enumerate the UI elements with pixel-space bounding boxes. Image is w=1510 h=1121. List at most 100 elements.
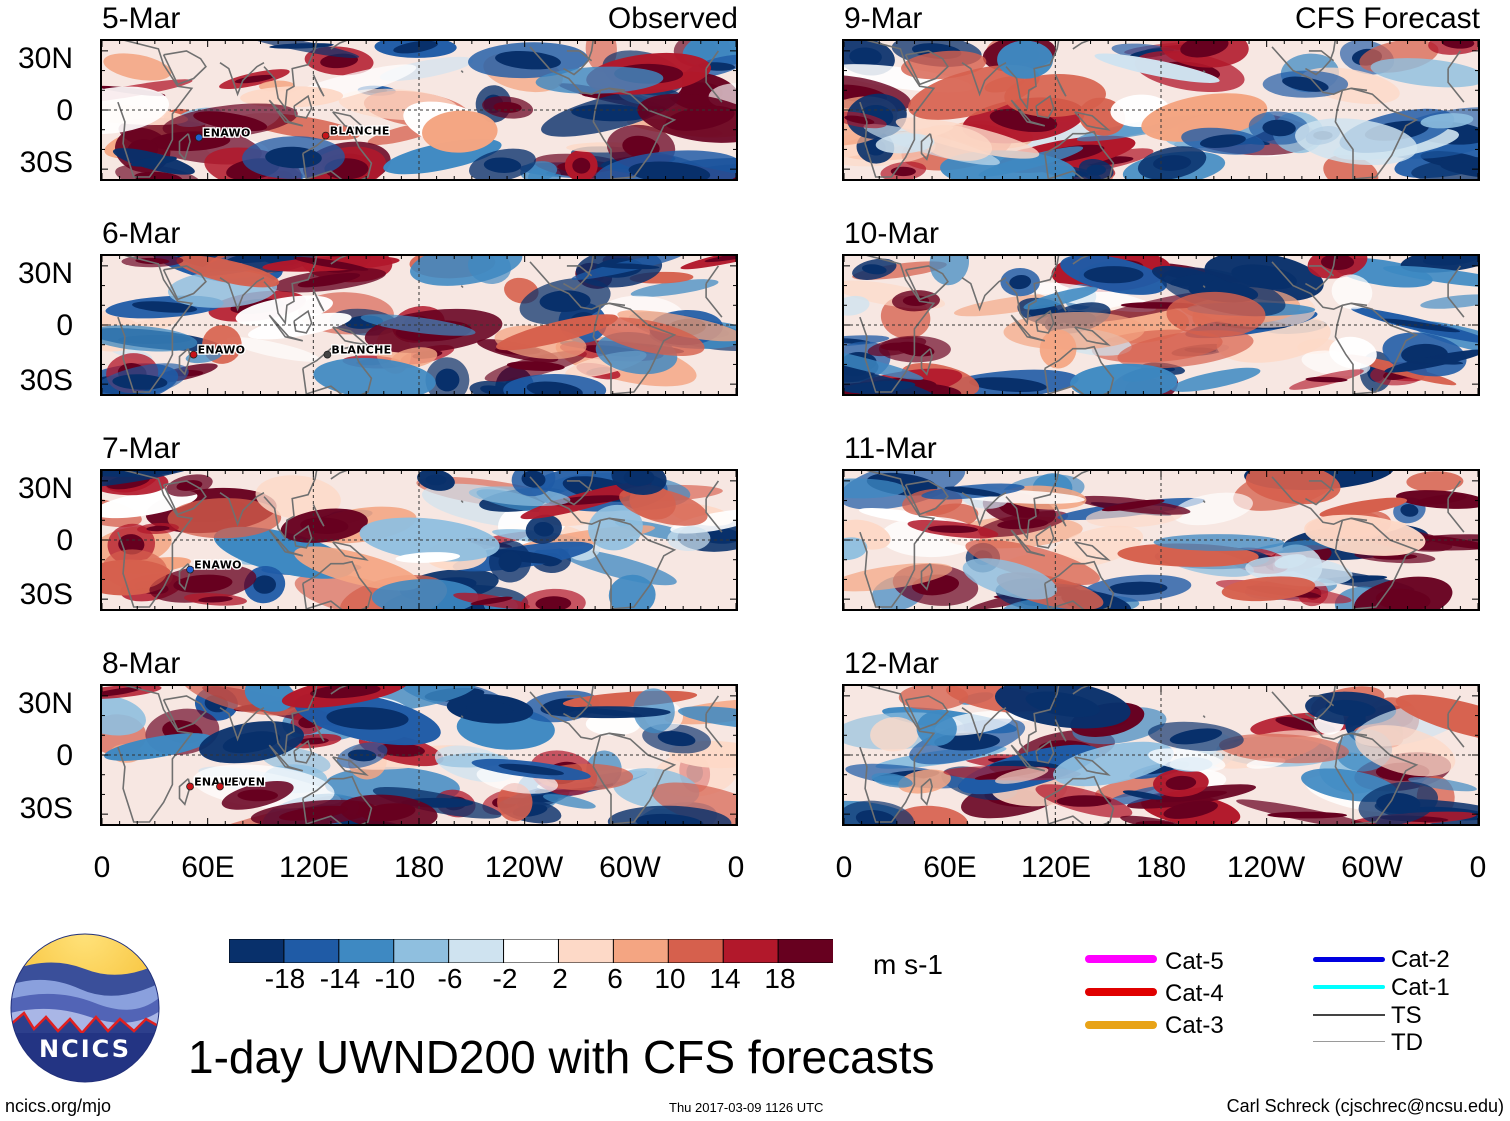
contour-core — [1083, 266, 1144, 284]
colorbar-labels: -18 -14 -10 -6 -2 2 6 10 14 18 — [232, 965, 832, 995]
colorbar-swatch — [777, 938, 835, 964]
colorbar-label: -2 — [492, 963, 518, 994]
contour-fill — [1295, 118, 1418, 166]
contour-core — [425, 474, 447, 486]
legend-swatch-ts — [1313, 1014, 1385, 1016]
contour-fill — [395, 552, 461, 563]
contour-core — [1440, 161, 1478, 179]
contour-fill — [240, 86, 344, 108]
coastline — [563, 41, 594, 76]
contour-fill — [916, 711, 957, 746]
coastline — [1072, 41, 1090, 50]
coastline — [1334, 517, 1419, 609]
coastline — [563, 686, 594, 721]
contour-core — [495, 50, 561, 70]
coastline — [263, 41, 318, 111]
colorbar-swatch — [393, 938, 450, 964]
colorbar-label: -6 — [437, 963, 463, 994]
contour-core — [134, 171, 183, 179]
contour-core — [466, 701, 514, 717]
contour-fill — [919, 124, 993, 161]
contour-fill — [1420, 294, 1478, 309]
contour-core — [253, 575, 276, 594]
legend-swatch-cat1 — [1313, 985, 1385, 989]
contour-core — [665, 105, 735, 131]
contour-core — [198, 596, 233, 603]
legend-swatch-cat4 — [1085, 988, 1157, 996]
storm-label: ENAWO — [198, 344, 246, 357]
coastline — [1054, 719, 1067, 742]
legend-label-cat4: Cat-4 — [1165, 980, 1224, 1007]
coastline — [961, 707, 1007, 742]
coastline — [529, 691, 626, 741]
coastline — [529, 476, 626, 526]
storm-marker — [186, 782, 194, 791]
contour-core — [526, 381, 583, 394]
contour-core — [657, 731, 696, 747]
coastline — [268, 314, 304, 342]
contour-fill — [1408, 777, 1477, 792]
storm-legend: Cat-5 Cat-4 Cat-3 Cat-2 Cat-1 TS TD — [1085, 948, 1505, 1058]
contour-fill — [167, 498, 282, 539]
lat-label-30s: 30S — [19, 364, 73, 397]
contour-fill — [360, 314, 476, 336]
panel-date-r0: 9-Mar — [844, 2, 923, 35]
contour-core — [635, 813, 704, 824]
ncics-logo[interactable]: NCICS — [10, 933, 160, 1083]
contour-core — [483, 157, 522, 173]
contour-fill — [1070, 363, 1178, 394]
contour-fill — [844, 478, 906, 499]
coastline — [1010, 529, 1046, 557]
storm-label: ENAWO — [203, 127, 251, 140]
coastline — [1308, 265, 1335, 277]
contour-fill — [630, 279, 719, 298]
map-panel: ENAWO — [100, 469, 738, 611]
legend-label-td: TD — [1391, 1029, 1423, 1056]
contour-fill — [313, 358, 436, 394]
site-link[interactable]: ncics.org/mjo — [5, 1096, 112, 1116]
storm-marker — [321, 131, 330, 140]
lon-label: 120E — [1020, 851, 1092, 884]
coastline — [117, 471, 723, 608]
contour-fill — [1172, 492, 1253, 526]
contour-core — [628, 161, 711, 179]
coastline — [332, 756, 369, 776]
contour-core — [1305, 376, 1348, 383]
contour-fill — [226, 337, 320, 362]
coastline — [117, 686, 723, 823]
contour-fill — [651, 782, 736, 824]
contour-fill — [908, 64, 1040, 120]
coastline — [1005, 41, 1060, 111]
coastline — [904, 265, 949, 301]
coastline — [1072, 256, 1090, 265]
colorbar-label: 14 — [709, 963, 741, 994]
map-panel: ENAWO BLANCHE — [100, 254, 738, 396]
lon-label: 0 — [727, 851, 745, 884]
contour-fill — [617, 310, 736, 342]
storm-marker — [189, 350, 198, 359]
contour-fill — [496, 314, 618, 351]
contour-core — [927, 525, 979, 534]
contour-core — [572, 157, 591, 174]
coastline — [920, 563, 933, 591]
coastline — [920, 348, 933, 376]
contour-core — [521, 471, 546, 488]
contour-core — [861, 264, 887, 275]
contour-core — [596, 263, 660, 270]
coastline — [859, 686, 1465, 823]
storm-label: ENAWO — [194, 776, 242, 789]
coastline — [332, 541, 369, 561]
contour-core — [704, 256, 736, 263]
lon-label: 120W — [484, 851, 564, 884]
legend-swatch-td — [1313, 1041, 1385, 1042]
coastline — [1308, 50, 1335, 62]
storm-marker — [323, 350, 332, 359]
contour-core — [1108, 581, 1168, 595]
coastline — [563, 256, 594, 291]
contour-fill — [543, 794, 596, 809]
lon-label: 120E — [278, 851, 350, 884]
contour-core — [1325, 699, 1376, 717]
contour-fill — [293, 546, 421, 591]
contour-fill — [1003, 311, 1145, 350]
contour-fill — [1395, 694, 1478, 744]
